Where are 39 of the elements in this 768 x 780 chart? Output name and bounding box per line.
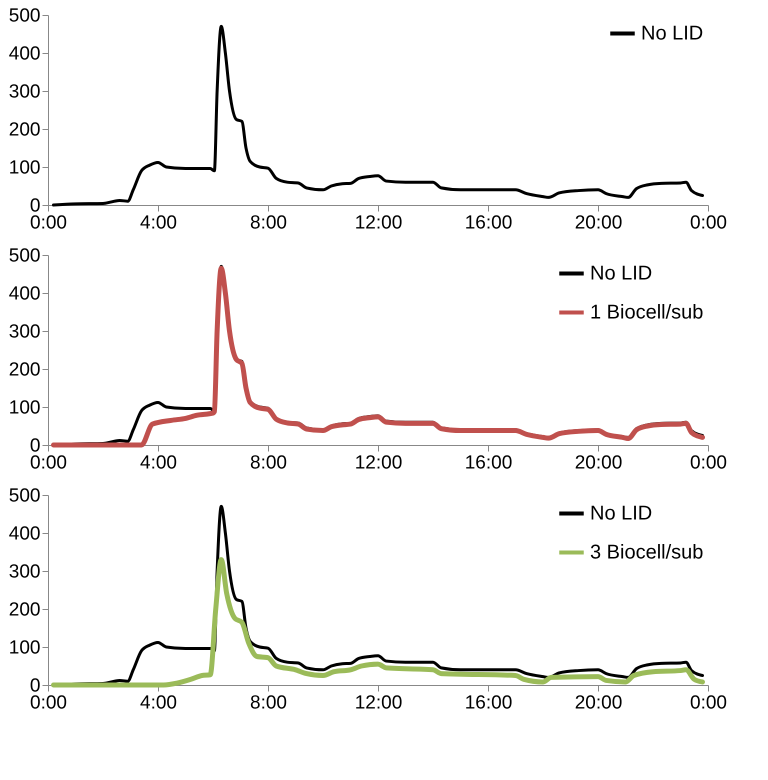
- y-tick-label: 200: [8, 600, 40, 620]
- x-tick-label: 12:00: [354, 452, 402, 474]
- y-tick-label: 300: [8, 322, 40, 342]
- x-tick-label: 4:00: [140, 452, 177, 474]
- y-tick-label: 200: [8, 360, 40, 380]
- x-tick-label: 16:00: [464, 452, 512, 474]
- x-tick-label: 0:00: [690, 212, 727, 234]
- x-tick-label: 20:00: [574, 692, 622, 714]
- x-tick-label: 12:00: [354, 692, 402, 714]
- x-tick-label: 12:00: [354, 212, 402, 234]
- x-tick-label: 8:00: [250, 692, 287, 714]
- y-tick-label: 400: [8, 44, 40, 64]
- x-tick-label: 4:00: [140, 692, 177, 714]
- y-tick-label: 100: [8, 158, 40, 178]
- line-series: [52, 24, 704, 206]
- legend-label: 1 Biocell/sub: [590, 302, 704, 324]
- x-tick-label: 20:00: [574, 452, 622, 474]
- y-tick-label: 200: [8, 120, 40, 140]
- x-tick-label: 0:00: [690, 692, 727, 714]
- x-tick-label: 16:00: [464, 212, 512, 234]
- x-tick-label: 20:00: [574, 212, 622, 234]
- x-tick-label: 8:00: [250, 452, 287, 474]
- y-tick-label: 400: [8, 524, 40, 544]
- legend-label: No LID: [590, 262, 652, 284]
- y-tick-label: 100: [8, 638, 40, 658]
- y-tick-label: 500: [8, 486, 40, 506]
- y-tick-label: 300: [8, 82, 40, 102]
- x-tick-label: 4:00: [140, 212, 177, 234]
- y-tick-label: 500: [8, 6, 40, 26]
- legend-label: 3 Biocell/sub: [590, 542, 704, 564]
- x-tick-label: 8:00: [250, 212, 287, 234]
- y-tick-label: 400: [8, 284, 40, 304]
- y-tick-label: 300: [8, 562, 40, 582]
- y-tick-label: 100: [8, 398, 40, 418]
- x-tick-label: 0:00: [690, 452, 727, 474]
- y-tick-label: 500: [8, 246, 40, 266]
- legend-label: No LID: [590, 502, 652, 524]
- legend-label: No LID: [641, 22, 704, 44]
- x-tick-label: 16:00: [464, 692, 512, 714]
